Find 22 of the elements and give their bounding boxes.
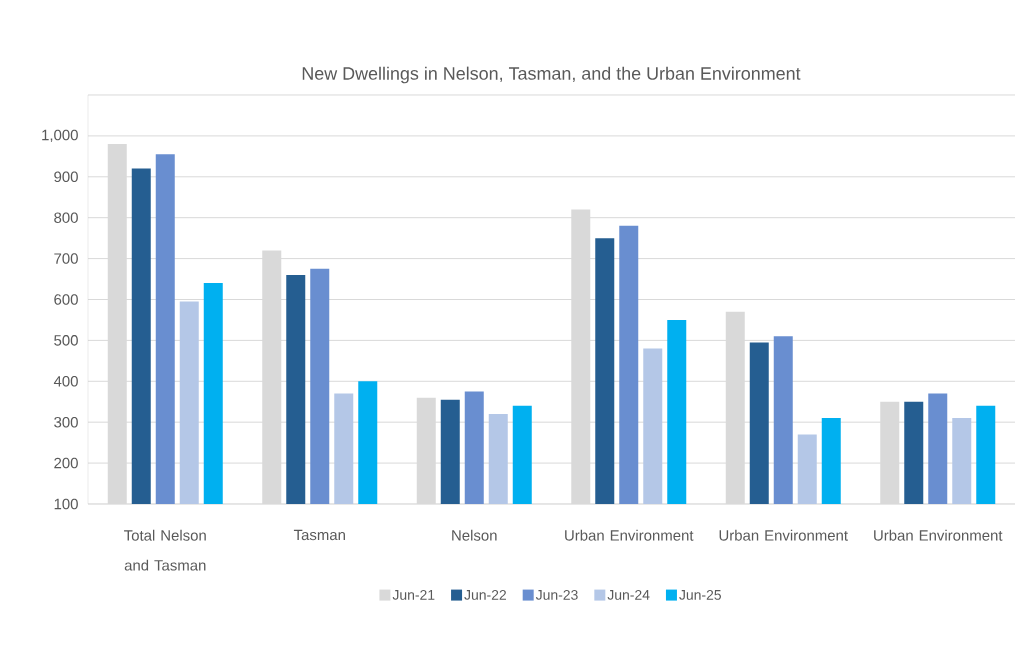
category-label: Total Nelson and Tasman [124, 529, 206, 571]
x-tick-label: Urban Environment [719, 529, 848, 541]
legend-label: Jun-21 [392, 589, 435, 600]
x-tick-label: Tasman [293, 529, 345, 541]
chart-title: New Dwellings in Nelson, Tasman, and the Urban Environment [302, 66, 801, 84]
y-tick-label: 300 [54, 416, 78, 428]
y-tick-label: 1,000 [42, 129, 78, 143]
y-tick-label: 100 [54, 498, 78, 510]
legend-label: Jun-23 [535, 589, 578, 600]
legend-label: Jun-22 [464, 589, 506, 600]
legend-label: Jun-24 [607, 589, 650, 600]
y-tick-label: 800 [54, 212, 78, 223]
y-tick-label: 500 [54, 335, 78, 346]
legend-label: Jun-25 [679, 589, 721, 600]
x-tick-label: Urban Environment [565, 529, 694, 541]
x-tick-label: Urban Environment [874, 529, 1003, 541]
y-tick-label: 200 [54, 457, 78, 469]
y-tick-label: 700 [54, 253, 78, 264]
x-tick-label: Nelson [452, 529, 497, 541]
y-tick-label: 600 [54, 294, 78, 305]
y-tick-label: 400 [53, 375, 78, 387]
y-tick-label: 900 [54, 171, 78, 183]
